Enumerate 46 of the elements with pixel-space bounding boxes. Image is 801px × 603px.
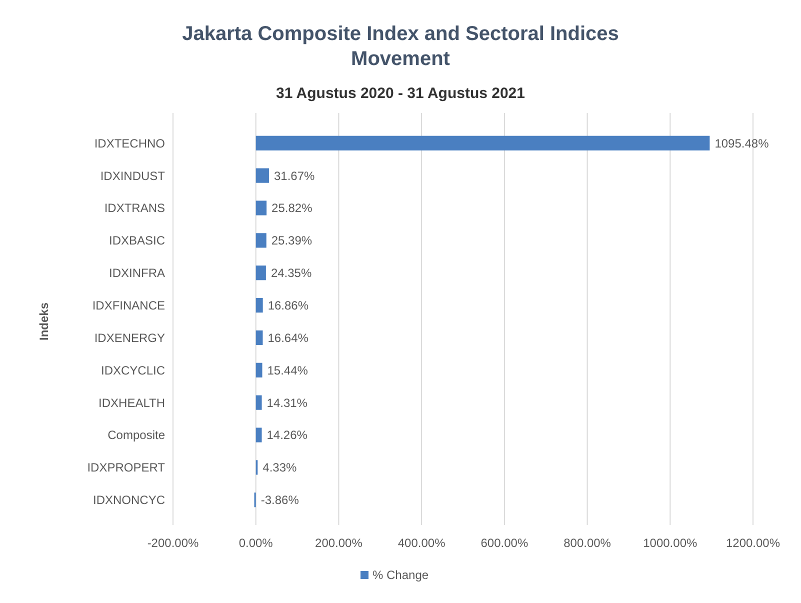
legend-label: % Change xyxy=(372,568,429,582)
data-label: 4.33% xyxy=(262,460,298,475)
chart-title: Jakarta Composite Index and Sectoral Indices Movement xyxy=(182,23,619,70)
x-tick-label: 400.00% xyxy=(398,536,446,550)
x-tick-label: 0.00% xyxy=(238,536,274,550)
data-label: 25.39% xyxy=(271,234,312,248)
y-tick-label: IDXFINANCE xyxy=(92,298,165,312)
y-tick-label: IDXBASIC xyxy=(108,234,166,248)
data-label: 14.26% xyxy=(266,428,308,442)
x-tick-label: 1200.00% xyxy=(726,536,780,550)
data-label: 16.86% xyxy=(268,298,309,312)
bar xyxy=(256,233,266,248)
x-tick-label: -200.00% xyxy=(147,536,200,550)
y-tick-label: IDXHEALTH xyxy=(98,396,165,410)
y-tick-label: IDXTRANS xyxy=(104,201,165,216)
bar xyxy=(256,298,263,313)
data-label: 15.44% xyxy=(267,363,308,378)
bar xyxy=(256,395,262,410)
y-tick-label: Composite xyxy=(108,428,166,442)
data-label: 31.67% xyxy=(274,168,316,183)
x-tick-label: 800.00% xyxy=(564,536,612,550)
y-tick-label: IDXINFRA xyxy=(108,266,165,280)
x-tick-label: 200.00% xyxy=(315,536,363,550)
bar xyxy=(256,428,262,442)
data-label: 1095.48% xyxy=(714,136,770,150)
y-tick-label: IDXENERGY xyxy=(94,330,165,345)
bar xyxy=(256,200,267,216)
data-label: 24.35% xyxy=(270,266,312,280)
data-label: 25.82% xyxy=(272,201,313,216)
bar xyxy=(256,362,262,378)
bar xyxy=(256,136,710,150)
bar xyxy=(256,168,269,183)
y-tick-label: IDXINDUST xyxy=(100,168,166,183)
data-label: -3.86% xyxy=(260,493,300,508)
x-tick-label: 600.00% xyxy=(480,536,528,550)
y-tick-label: IDXTECHNO xyxy=(94,136,165,150)
y-axis-title: Indeks xyxy=(37,302,51,341)
bar xyxy=(256,266,266,280)
y-tick-label: IDXCYCLIC xyxy=(100,363,166,378)
chart-subtitle: 31 Agustus 2020 - 31 Agustus 2021 xyxy=(276,85,525,102)
y-tick-label: IDXNONCYC xyxy=(92,493,166,508)
x-tick-label: 1000.00% xyxy=(643,536,698,550)
data-label: 14.31% xyxy=(266,396,308,410)
y-tick-label: IDXPROPERT xyxy=(87,460,166,475)
bar xyxy=(256,330,263,346)
data-label: 16.64% xyxy=(268,330,309,345)
